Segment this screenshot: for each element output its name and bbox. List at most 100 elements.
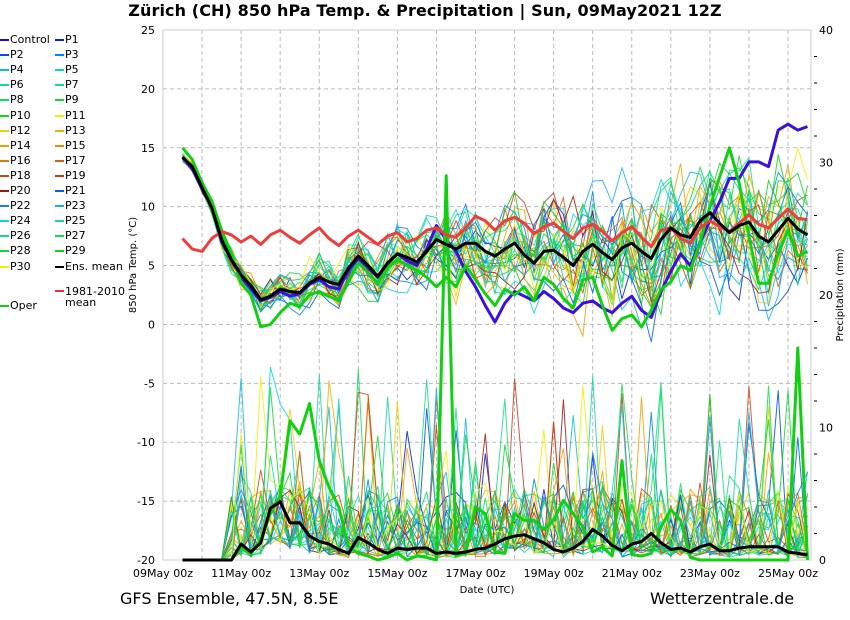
x-tick-label: 23May 00z [680, 567, 740, 580]
legend-swatch [0, 54, 9, 57]
legend-item-p12: P12 [0, 124, 31, 138]
legend-swatch [55, 39, 64, 41]
legend-label: P14 [10, 138, 31, 152]
legend-label: P30 [10, 259, 31, 273]
series-line-ens-mean-precip [182, 500, 808, 562]
legend-item-p14: P14 [0, 139, 31, 153]
legend-label: P17 [65, 153, 86, 167]
series-line-oper [181, 146, 809, 332]
legend-swatch [0, 84, 9, 87]
legend-label: P7 [65, 78, 79, 92]
legend-swatch [0, 205, 9, 208]
legend-swatch [55, 84, 64, 87]
series-line-oper-precip [182, 174, 809, 562]
legend-item-p30: P30 [0, 260, 31, 274]
legend-label: P4 [10, 63, 24, 77]
legend-item-p5: P5 [55, 63, 79, 77]
legend-swatch [0, 220, 9, 223]
legend-item-oper: Oper [0, 299, 37, 313]
legend-label: P11 [65, 108, 86, 122]
ensemble-member-precip-line [182, 379, 808, 561]
legend-swatch [0, 39, 9, 41]
y-tick-label: 25 [141, 24, 155, 37]
legend-item-control: Control [0, 33, 50, 47]
legend-swatch [0, 144, 9, 147]
y2-tick-label: 40 [819, 24, 833, 37]
legend-item-p24: P24 [0, 214, 31, 228]
legend-label: P16 [10, 153, 31, 167]
legend-label: 1981-2010 mean [65, 284, 125, 310]
legend-label: P24 [10, 214, 31, 228]
legend-label: P19 [65, 168, 86, 182]
legend-swatch [0, 114, 9, 117]
legend-swatch [55, 190, 64, 192]
legend-item-p8: P8 [0, 93, 24, 107]
legend-swatch [55, 250, 64, 253]
legend-swatch [55, 265, 64, 268]
legend-label: P10 [10, 108, 31, 122]
key-series [181, 122, 809, 562]
y-axis-title: 850 hPa Temp. (°C) [128, 217, 139, 313]
y-tick-label: 10 [141, 201, 155, 214]
legend-label: Ens. mean [65, 259, 123, 273]
legend-label: Control [10, 33, 50, 46]
legend-item-p19: P19 [55, 169, 86, 183]
legend-swatch [55, 220, 64, 223]
legend-item-p2: P2 [0, 48, 24, 62]
y2-tick-label: 20 [819, 289, 833, 302]
legend-label: P2 [10, 48, 24, 62]
ensemble-member-temp-line [182, 154, 808, 312]
ensemble-members [182, 146, 808, 561]
legend-item-p16: P16 [0, 154, 31, 168]
series-line-1981-2010-mean [181, 207, 808, 253]
x-tick-label: 15May 00z [367, 567, 427, 580]
legend-item-p28: P28 [0, 244, 31, 258]
y-tick-label: -10 [137, 436, 155, 449]
legend-item-1981-2010-mean: 1981-2010 mean [55, 285, 125, 308]
legend-label: P26 [10, 229, 31, 243]
legend-label: Oper [10, 298, 37, 312]
model-info-label: GFS Ensemble, 47.5N, 8.5E [120, 589, 339, 608]
legend-item-p22: P22 [0, 199, 31, 213]
legend-swatch [55, 54, 64, 57]
legend-label: P13 [65, 123, 86, 137]
x-tick-label: 13May 00z [289, 567, 349, 580]
legend-label: P18 [10, 168, 31, 182]
legend-swatch [55, 129, 64, 132]
legend-item-p29: P29 [55, 244, 86, 258]
legend-swatch [55, 69, 64, 72]
legend-label: P6 [10, 78, 24, 92]
legend-item-p15: P15 [55, 139, 86, 153]
legend-item-p26: P26 [0, 229, 31, 243]
y-tick-label: -20 [137, 554, 155, 567]
legend-swatch [0, 235, 9, 238]
legend-swatch [55, 235, 64, 238]
legend-label: P15 [65, 138, 86, 152]
ensemble-member-precip-line [182, 399, 808, 561]
legend-item-p18: P18 [0, 169, 31, 183]
legend-swatch [0, 190, 9, 192]
x-axis-title: Date (UTC) [460, 585, 515, 596]
plot-frame [162, 29, 812, 561]
ensemble-member-temp-line [182, 157, 808, 312]
legend-item-p9: P9 [55, 93, 79, 107]
legend-item-p11: P11 [55, 109, 86, 123]
legend-swatch [55, 159, 64, 162]
x-tick-label: 25May 00z [758, 567, 818, 580]
legend-item-p17: P17 [55, 154, 86, 168]
x-tick-label: 11May 00z [211, 567, 271, 580]
legend-label: P28 [10, 244, 31, 258]
legend-item-p13: P13 [55, 124, 86, 138]
legend-label: P22 [10, 199, 31, 213]
axes [162, 29, 817, 561]
legend-item-p6: P6 [0, 78, 24, 92]
y-tick-label: 15 [141, 142, 155, 155]
ensemble-member-precip-line [182, 387, 808, 561]
chart-title: Zürich (CH) 850 hPa Temp. & Precipitatio… [128, 1, 722, 20]
legend-swatch [0, 99, 9, 102]
legend-swatch [55, 290, 64, 293]
x-tick-label: 21May 00z [602, 567, 662, 580]
legend-item-p3: P3 [55, 48, 79, 62]
legend-item-p20: P20 [0, 184, 31, 198]
legend-label: P9 [65, 93, 79, 107]
